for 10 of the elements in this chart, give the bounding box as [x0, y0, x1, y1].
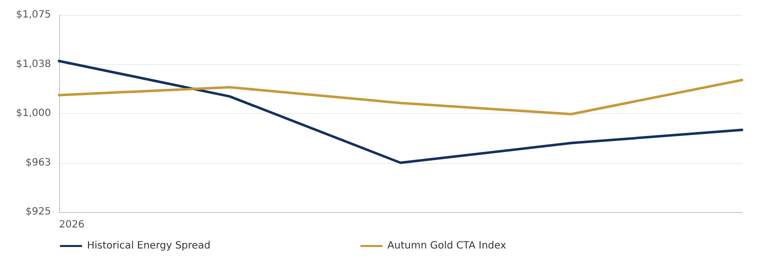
- x-tick-label: 2026: [59, 220, 84, 230]
- y-tick-label: $963: [26, 157, 51, 168]
- legend-label: Historical Energy Spread: [87, 240, 210, 252]
- line-series: [58, 60, 744, 164]
- legend-label: Autumn Gold CTA Index: [387, 240, 506, 252]
- y-tick-label: $1,075: [16, 10, 51, 20]
- y-tick-label: $1,038: [16, 58, 51, 70]
- y-tick-label: $1,000: [16, 108, 51, 119]
- line-series: [58, 78, 744, 116]
- y-tick-label: $925: [26, 206, 51, 218]
